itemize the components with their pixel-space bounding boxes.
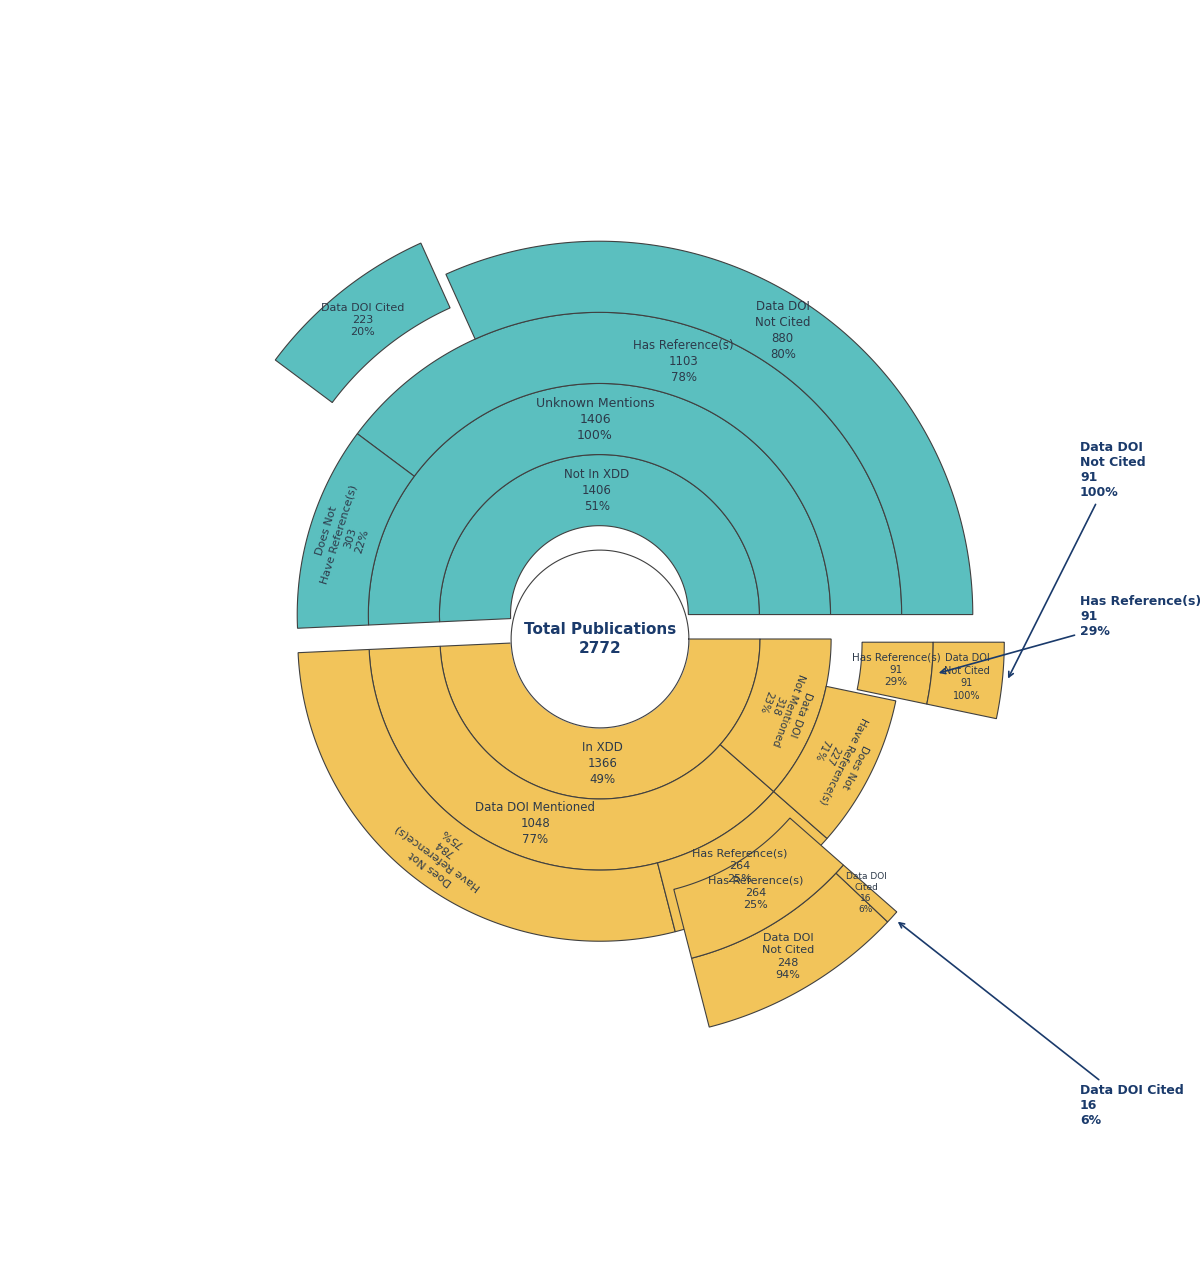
Polygon shape xyxy=(446,242,973,615)
Polygon shape xyxy=(836,865,896,921)
Text: Data DOI
Cited
16
6%: Data DOI Cited 16 6% xyxy=(846,872,887,914)
Polygon shape xyxy=(691,873,888,1028)
Text: Not In XDD
1406
51%: Not In XDD 1406 51% xyxy=(564,468,629,512)
Text: Does Not
Have Reference(s)
227
71%: Does Not Have Reference(s) 227 71% xyxy=(796,705,881,812)
Text: Data DOI Cited
223
20%: Data DOI Cited 223 20% xyxy=(322,303,404,337)
Text: Data DOI
Not Cited
91
100%: Data DOI Not Cited 91 100% xyxy=(944,653,990,700)
Text: Does Not
Have Reference(s)
784
75%: Does Not Have Reference(s) 784 75% xyxy=(386,804,497,904)
Text: Total Publications
2772: Total Publications 2772 xyxy=(524,622,676,656)
Polygon shape xyxy=(674,818,844,958)
Polygon shape xyxy=(511,550,689,728)
Polygon shape xyxy=(774,686,896,838)
Text: Data DOI
Not Mentioned
318
23%: Data DOI Not Mentioned 318 23% xyxy=(748,663,818,751)
Text: Data DOI Cited
16
6%: Data DOI Cited 16 6% xyxy=(899,923,1183,1127)
Text: Data DOI
Not Cited
880
80%: Data DOI Not Cited 880 80% xyxy=(755,300,810,362)
Polygon shape xyxy=(298,433,414,629)
Text: Unknown Mentions
1406
100%: Unknown Mentions 1406 100% xyxy=(535,396,654,442)
Polygon shape xyxy=(658,791,827,932)
Polygon shape xyxy=(370,647,774,870)
Polygon shape xyxy=(926,643,1004,718)
Polygon shape xyxy=(275,243,450,403)
Polygon shape xyxy=(439,455,760,622)
Polygon shape xyxy=(358,312,901,615)
Text: Has Reference(s)
91
29%: Has Reference(s) 91 29% xyxy=(852,652,941,688)
Text: Has Reference(s)
264
25%: Has Reference(s) 264 25% xyxy=(708,875,804,910)
Polygon shape xyxy=(298,649,676,941)
Polygon shape xyxy=(720,639,832,791)
Text: Does Not
Have Reference(s)
303
22%: Does Not Have Reference(s) 303 22% xyxy=(307,481,383,593)
Polygon shape xyxy=(368,383,830,625)
Text: In XDD
1366
49%: In XDD 1366 49% xyxy=(582,741,623,786)
Text: Data DOI
Not Cited
248
94%: Data DOI Not Cited 248 94% xyxy=(762,933,814,980)
Text: Has Reference(s)
264
25%: Has Reference(s) 264 25% xyxy=(692,849,787,883)
Text: Has Reference(s)
1103
78%: Has Reference(s) 1103 78% xyxy=(634,339,734,383)
Text: Has Reference(s)
91
29%: Has Reference(s) 91 29% xyxy=(941,596,1200,674)
Polygon shape xyxy=(857,643,934,704)
Text: Data DOI Mentioned
1048
77%: Data DOI Mentioned 1048 77% xyxy=(475,801,595,846)
Text: Data DOI
Not Cited
91
100%: Data DOI Not Cited 91 100% xyxy=(1009,441,1146,677)
Polygon shape xyxy=(440,639,760,799)
